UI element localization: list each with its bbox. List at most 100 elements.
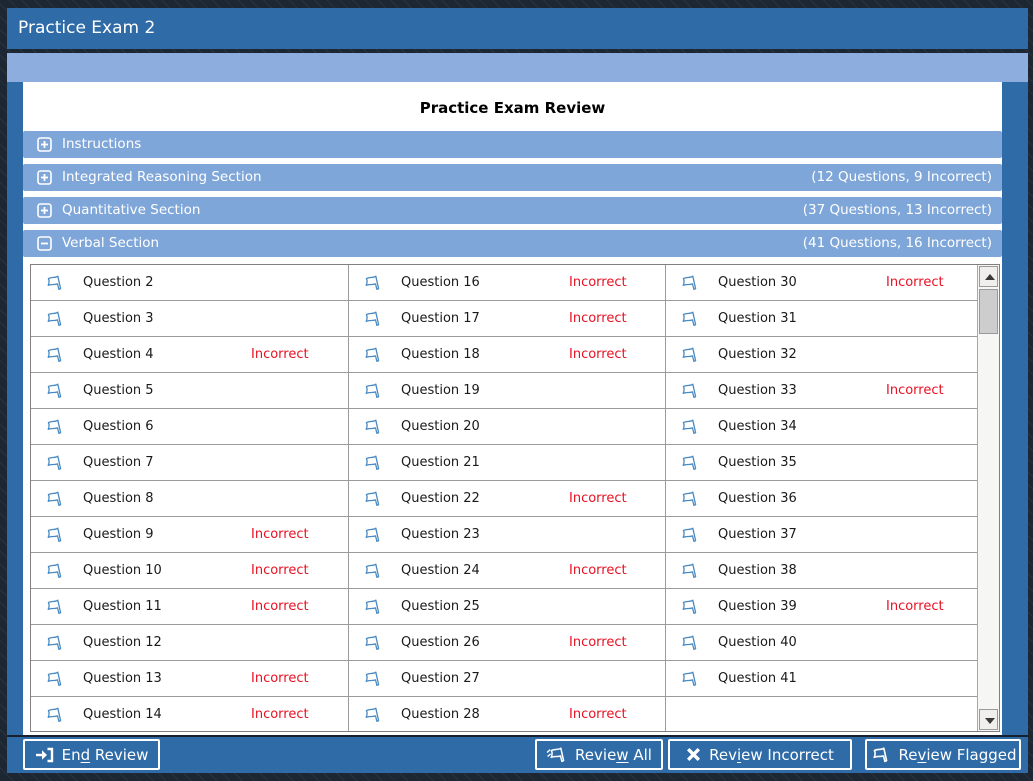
question-status: Incorrect: [251, 347, 309, 362]
question-row[interactable]: Question 16 Incorrect: [349, 265, 665, 301]
question-column-2: Question 16 Incorrect Question 17 Incorrect…: [349, 265, 666, 731]
question-row[interactable]: Question 39 Incorrect: [666, 589, 977, 625]
question-label: Question 10: [83, 563, 162, 578]
question-row[interactable]: Question 10 Incorrect: [31, 553, 348, 589]
flag-icon: [361, 706, 382, 723]
question-label: Question 23: [401, 527, 480, 542]
question-row[interactable]: Question 20: [349, 409, 665, 445]
question-label: Question 37: [718, 527, 797, 542]
flag-icon: [361, 490, 382, 507]
question-row[interactable]: Question 18 Incorrect: [349, 337, 665, 373]
question-label: Question 40: [718, 635, 797, 650]
question-row[interactable]: Question 32: [666, 337, 977, 373]
empty-cell: [666, 697, 977, 733]
flag-icon: [678, 598, 699, 615]
question-label: Question 6: [83, 419, 154, 434]
review-all-button[interactable]: Review All: [535, 739, 663, 770]
section-count: (37 Questions, 13 Incorrect): [802, 202, 992, 218]
question-label: Question 20: [401, 419, 480, 434]
question-row[interactable]: Question 19: [349, 373, 665, 409]
review-panel: Practice Exam Review Instructions Integra…: [23, 82, 1002, 735]
flag-icon: [361, 418, 382, 435]
section-header-integrated-reasoning-section[interactable]: Integrated Reasoning Section (12 Question…: [23, 164, 1002, 191]
flag-icon: [43, 418, 64, 435]
question-columns: Question 2 Question 3 Question 4 Incorrect Q…: [31, 265, 977, 731]
flag-icon: [43, 310, 64, 327]
question-row[interactable]: Question 38: [666, 553, 977, 589]
flag-icon: [43, 706, 64, 723]
section-header-quantitative-section[interactable]: Quantitative Section (37 Questions, 13 In…: [23, 197, 1002, 224]
question-label: Question 5: [83, 383, 154, 398]
question-status: Incorrect: [251, 599, 309, 614]
question-row[interactable]: Question 11 Incorrect: [31, 589, 348, 625]
question-status: Incorrect: [569, 311, 627, 326]
question-row[interactable]: Question 40: [666, 625, 977, 661]
review-incorrect-button[interactable]: Review Incorrect: [668, 739, 852, 770]
bottom-toolbar: End Review Review All Review Incorrect R…: [7, 735, 1028, 773]
question-row[interactable]: Question 13 Incorrect: [31, 661, 348, 697]
end-review-button[interactable]: End Review: [23, 739, 160, 770]
question-row[interactable]: Question 23: [349, 517, 665, 553]
question-row[interactable]: Question 31: [666, 301, 977, 337]
question-row[interactable]: Question 37: [666, 517, 977, 553]
question-row[interactable]: Question 25: [349, 589, 665, 625]
question-status: Incorrect: [569, 491, 627, 506]
scrollbar-up-button[interactable]: [979, 266, 998, 287]
scrollbar-down-button[interactable]: [979, 709, 998, 730]
question-row[interactable]: Question 41: [666, 661, 977, 697]
question-row[interactable]: Question 27: [349, 661, 665, 697]
question-status: Incorrect: [569, 707, 627, 722]
flag-icon: [43, 382, 64, 399]
flag-icon: [43, 634, 64, 651]
question-label: Question 31: [718, 311, 797, 326]
question-row[interactable]: Question 34: [666, 409, 977, 445]
expand-icon: [37, 170, 52, 185]
flag-icon: [361, 274, 382, 291]
question-column-1: Question 2 Question 3 Question 4 Incorrect Q…: [31, 265, 349, 731]
question-label: Question 2: [83, 275, 154, 290]
question-row[interactable]: Question 35: [666, 445, 977, 481]
question-row[interactable]: Question 3: [31, 301, 348, 337]
question-row[interactable]: Question 2: [31, 265, 348, 301]
question-label: Question 19: [401, 383, 480, 398]
question-label: Question 34: [718, 419, 797, 434]
question-row[interactable]: Question 5: [31, 373, 348, 409]
flag-icon: [678, 670, 699, 687]
x-icon: [687, 747, 701, 762]
question-row[interactable]: Question 33 Incorrect: [666, 373, 977, 409]
flag-icon: [678, 562, 699, 579]
page-title: Practice Exam Review: [419, 99, 606, 117]
question-row[interactable]: Question 9 Incorrect: [31, 517, 348, 553]
question-row[interactable]: Question 17 Incorrect: [349, 301, 665, 337]
question-row[interactable]: Question 22 Incorrect: [349, 481, 665, 517]
question-row[interactable]: Question 36: [666, 481, 977, 517]
scrollbar-thumb[interactable]: [979, 289, 998, 334]
question-row[interactable]: Question 7: [31, 445, 348, 481]
section-header-instructions[interactable]: Instructions: [23, 131, 1002, 158]
question-row[interactable]: Question 12: [31, 625, 348, 661]
question-label: Question 22: [401, 491, 480, 506]
question-row[interactable]: Question 14 Incorrect: [31, 697, 348, 733]
question-label: Question 17: [401, 311, 480, 326]
question-row[interactable]: Question 6: [31, 409, 348, 445]
question-label: Question 32: [718, 347, 797, 362]
question-status: Incorrect: [251, 563, 309, 578]
scrollbar[interactable]: [977, 265, 999, 731]
question-row[interactable]: Question 4 Incorrect: [31, 337, 348, 373]
flag-icon: [43, 562, 64, 579]
section-accordion: Instructions Integrated Reasoning Section…: [23, 131, 1002, 263]
flag-icon: [361, 310, 382, 327]
flag-icon: [43, 598, 64, 615]
question-status: Incorrect: [886, 599, 944, 614]
flag-icon: [43, 274, 64, 291]
question-row[interactable]: Question 28 Incorrect: [349, 697, 665, 733]
flag-icon: [361, 454, 382, 471]
question-row[interactable]: Question 8: [31, 481, 348, 517]
question-row[interactable]: Question 24 Incorrect: [349, 553, 665, 589]
review-flagged-button[interactable]: Review Flagged: [865, 739, 1021, 770]
question-label: Question 25: [401, 599, 480, 614]
question-row[interactable]: Question 26 Incorrect: [349, 625, 665, 661]
question-row[interactable]: Question 21: [349, 445, 665, 481]
section-header-verbal-section[interactable]: Verbal Section (41 Questions, 16 Incorrec…: [23, 230, 1002, 257]
question-row[interactable]: Question 30 Incorrect: [666, 265, 977, 301]
